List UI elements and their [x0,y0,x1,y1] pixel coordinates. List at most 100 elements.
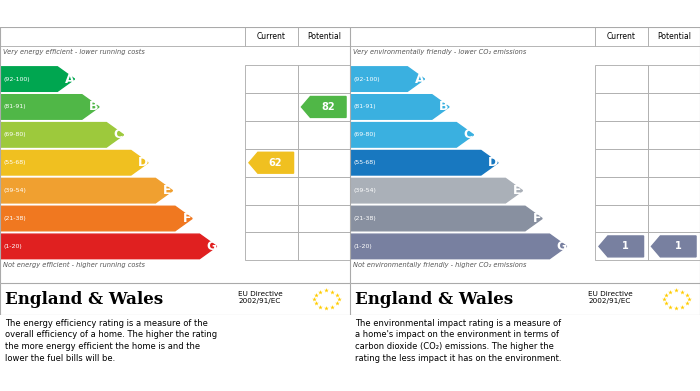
Bar [350,27,595,46]
Text: Potential: Potential [307,32,341,41]
Text: EU Directive
2002/91/EC: EU Directive 2002/91/EC [238,291,283,304]
Bar [245,204,298,233]
Polygon shape [1,234,217,259]
Text: The environmental impact rating is a measure of
a home's impact on the environme: The environmental impact rating is a mea… [355,319,561,363]
Text: C: C [114,128,123,142]
Bar [245,177,298,204]
Polygon shape [599,236,643,257]
Polygon shape [1,122,123,147]
Text: Very energy efficient - lower running costs: Very energy efficient - lower running co… [3,48,145,54]
Polygon shape [351,122,473,147]
Text: (1-20): (1-20) [354,244,372,249]
Text: (1-20): (1-20) [4,244,22,249]
Bar [298,93,350,121]
Bar [298,121,350,149]
Text: B: B [89,100,99,113]
Text: F: F [183,212,191,225]
Polygon shape [1,95,99,119]
Bar [0,27,245,46]
Polygon shape [302,97,346,117]
Bar [245,65,298,93]
Bar [595,233,648,260]
Text: Current: Current [607,32,636,41]
Text: Current: Current [257,32,286,41]
Text: (39-54): (39-54) [4,188,27,193]
Bar [595,204,648,233]
Polygon shape [1,67,74,91]
Bar [595,149,648,177]
Text: B: B [439,100,449,113]
Text: E: E [163,184,172,197]
Text: Potential: Potential [657,32,691,41]
Text: England & Wales: England & Wales [6,291,163,308]
Polygon shape [1,151,148,175]
Polygon shape [351,234,567,259]
Text: D: D [138,156,148,169]
Text: (55-68): (55-68) [354,160,376,165]
Bar [298,204,350,233]
Text: D: D [488,156,498,169]
Bar [595,65,648,93]
Polygon shape [1,178,172,203]
Text: A: A [414,73,424,86]
Text: (81-91): (81-91) [4,104,26,109]
Bar [298,149,350,177]
Text: A: A [64,73,74,86]
Bar [245,93,298,121]
Polygon shape [351,151,498,175]
Bar [648,204,700,233]
Bar [298,27,350,46]
Polygon shape [351,206,542,231]
Text: England & Wales: England & Wales [355,291,513,308]
Bar [245,149,298,177]
Text: (69-80): (69-80) [354,132,376,137]
Bar [595,27,648,46]
Text: 1: 1 [675,241,681,251]
Polygon shape [652,236,696,257]
Text: (55-68): (55-68) [4,160,26,165]
Text: Not energy efficient - higher running costs: Not energy efficient - higher running co… [3,262,145,268]
Bar [298,233,350,260]
Bar [648,233,700,260]
Bar [245,27,298,46]
Text: 62: 62 [269,158,282,168]
Polygon shape [1,206,192,231]
Text: G: G [206,240,216,253]
Bar [245,121,298,149]
Bar [298,177,350,204]
Polygon shape [249,152,293,173]
Text: Environmental Impact (CO₂) Rating: Environmental Impact (CO₂) Rating [355,7,587,20]
Text: (39-54): (39-54) [354,188,377,193]
Bar [648,65,700,93]
Bar [648,121,700,149]
Text: (81-91): (81-91) [354,104,376,109]
Bar [298,65,350,93]
Text: E: E [513,184,522,197]
Bar [245,233,298,260]
Text: (92-100): (92-100) [354,77,380,82]
Polygon shape [351,95,449,119]
Bar [595,177,648,204]
Text: (92-100): (92-100) [4,77,30,82]
Text: EU Directive
2002/91/EC: EU Directive 2002/91/EC [588,291,633,304]
Polygon shape [351,178,522,203]
Text: F: F [533,212,541,225]
Text: (21-38): (21-38) [354,216,377,221]
Bar [595,93,648,121]
Text: Energy Efficiency Rating: Energy Efficiency Rating [6,7,167,20]
Text: 82: 82 [321,102,335,112]
Bar [648,93,700,121]
Text: G: G [556,240,566,253]
Bar [595,121,648,149]
Text: 1: 1 [622,241,629,251]
Bar [648,27,700,46]
Text: (21-38): (21-38) [4,216,27,221]
Text: Very environmentally friendly - lower CO₂ emissions: Very environmentally friendly - lower CO… [353,48,526,54]
Text: The energy efficiency rating is a measure of the
overall efficiency of a home. T: The energy efficiency rating is a measur… [6,319,218,363]
Text: Not environmentally friendly - higher CO₂ emissions: Not environmentally friendly - higher CO… [353,262,526,268]
Text: (69-80): (69-80) [4,132,26,137]
Text: C: C [464,128,473,142]
Polygon shape [351,67,424,91]
Bar [648,177,700,204]
Bar [648,149,700,177]
